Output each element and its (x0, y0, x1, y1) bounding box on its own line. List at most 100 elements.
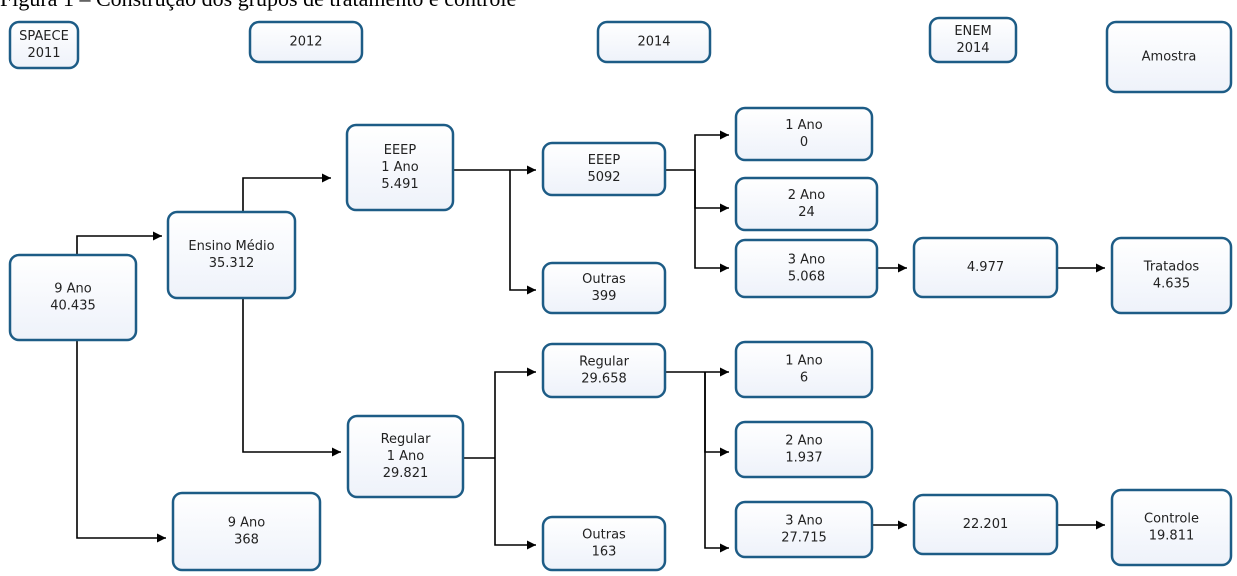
node: 3 Ano 27.715 (734, 500, 874, 559)
arrow (509, 170, 536, 295)
arrow (494, 458, 536, 550)
box-label: 1 Ano (785, 354, 823, 369)
box-label: 0 (800, 135, 808, 150)
box-label: 1.937 (785, 451, 822, 466)
box-label: EEEP (588, 153, 621, 168)
box-label: ENEM (954, 24, 991, 39)
arrow (694, 130, 729, 170)
box (734, 340, 874, 399)
box-label: 3 Ano (788, 253, 826, 268)
box-label: Controle (1144, 512, 1199, 527)
box-label: 6 (800, 371, 808, 386)
arrow (704, 372, 729, 457)
column-header: SPAECE 2011 (8, 20, 80, 70)
node: Outras 163 (541, 515, 667, 572)
box (734, 238, 879, 299)
box (912, 236, 1059, 299)
arrow (76, 340, 166, 543)
box (541, 342, 667, 399)
box-label: 4.977 (967, 260, 1004, 275)
box-label: 1 Ano (381, 160, 419, 175)
box (596, 20, 712, 64)
box-label: SPAECE (19, 29, 69, 44)
box (734, 420, 874, 479)
box-label: 368 (234, 533, 259, 548)
box (1110, 236, 1233, 315)
box-label: 399 (592, 289, 617, 304)
box-label: EEEP (384, 143, 417, 158)
box-label: 1 Ano (387, 449, 425, 464)
node: Regular 1 Ano 29.821 (346, 414, 465, 499)
node: EEEP 5092 (541, 141, 667, 197)
box (734, 106, 874, 162)
box (1105, 20, 1233, 94)
node: 4.977 (912, 236, 1059, 299)
box (541, 141, 667, 197)
column-header: Amostra (1105, 20, 1233, 94)
column-header: ENEM 2014 (928, 16, 1018, 64)
box-label: 27.715 (781, 531, 827, 546)
box-label: 5092 (587, 170, 620, 185)
box-label: 3 Ano (785, 514, 823, 529)
box (166, 210, 297, 300)
node: 9 Ano 368 (171, 491, 322, 572)
arrow (694, 170, 729, 213)
node: 3 Ano 5.068 (734, 238, 879, 299)
box-label: 5.068 (788, 270, 825, 285)
box-label: 4.635 (1153, 277, 1190, 292)
column-header: 2012 (248, 20, 364, 64)
node: 9 Ano 40.435 (8, 253, 138, 342)
box-label: 2 Ano (788, 188, 826, 203)
node: 2 Ano 24 (734, 176, 879, 232)
box (541, 261, 667, 315)
box (345, 123, 455, 212)
box (8, 253, 138, 342)
box-label: Amostra (1142, 50, 1197, 65)
box-label: 9 Ano (228, 516, 266, 531)
box-label: 19.811 (1149, 529, 1195, 544)
box (171, 491, 322, 572)
box (928, 16, 1018, 64)
box (734, 500, 874, 559)
arrow (242, 173, 331, 212)
box (248, 20, 364, 64)
box (541, 515, 667, 572)
box-label: 2 Ano (785, 434, 823, 449)
box-label: 2011 (27, 46, 60, 61)
box-label: 22.201 (963, 517, 1009, 532)
box-label: Tratados (1143, 260, 1200, 275)
node: 2 Ano 1.937 (734, 420, 874, 479)
node: Regular 29.658 (541, 342, 667, 399)
box-label: 1 Ano (785, 118, 823, 133)
box-label: Regular (381, 432, 432, 447)
box-label: 40.435 (50, 299, 96, 314)
box (734, 176, 879, 232)
box-label: 9 Ano (54, 282, 92, 297)
node: EEEP 1 Ano 5.491 (345, 123, 455, 212)
node: 1 Ano 0 (734, 106, 874, 162)
arrow (494, 367, 536, 458)
box-label: 24 (798, 205, 815, 220)
node: Controle 19.811 (1110, 488, 1233, 567)
figure-title: Figura 1 – Construção dos grupos de trat… (0, 0, 516, 11)
box (1110, 488, 1233, 567)
box-label: 163 (592, 545, 617, 560)
box-label: 2012 (289, 35, 322, 50)
column-header: 2014 (596, 20, 712, 64)
node: 22.201 (912, 493, 1059, 556)
node: 1 Ano 6 (734, 340, 874, 399)
arrow (242, 298, 341, 457)
box-label: 35.312 (209, 256, 255, 271)
box-label: Outras (582, 272, 626, 287)
node: Tratados 4.635 (1110, 236, 1233, 315)
box (346, 414, 465, 499)
arrow (694, 170, 729, 273)
box-label: 29.658 (581, 372, 627, 387)
box-label: 5.491 (381, 177, 418, 192)
box (912, 493, 1059, 556)
node: Outras 399 (541, 261, 667, 315)
box-label: Outras (582, 528, 626, 543)
box-label: Ensino Médio (188, 239, 274, 254)
connectors (76, 130, 1105, 553)
box-label: 29.821 (383, 466, 429, 481)
